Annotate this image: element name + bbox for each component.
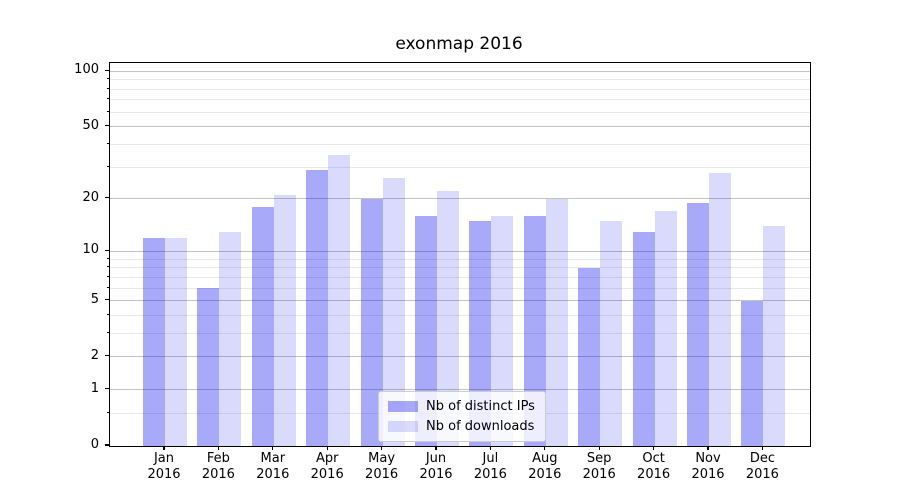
xtick-month: Jul xyxy=(482,451,499,466)
legend-swatch-downloads xyxy=(388,421,418,432)
bar-ips-aug xyxy=(523,216,546,446)
xtick-label-dec: Dec 2016 xyxy=(722,451,802,483)
gridline-minor-30 xyxy=(110,166,810,168)
xtick-month: May xyxy=(368,451,396,466)
bar-downloads-oct xyxy=(654,211,677,446)
xtick-label-jan: Jan 2016 xyxy=(124,451,204,483)
bar-ips-jun xyxy=(415,216,437,446)
bar-ips-apr xyxy=(306,169,329,446)
gridline-minor-60 xyxy=(110,111,810,113)
bar-downloads-dec xyxy=(763,226,786,446)
bar-ips-may xyxy=(360,198,383,446)
bar-ips-dec xyxy=(741,300,764,446)
gridline-major-50 xyxy=(110,126,810,128)
xtick-month: Jun xyxy=(425,451,447,466)
plot-canvas xyxy=(110,63,810,446)
xtick-year: 2016 xyxy=(310,467,344,482)
xtick-month: Oct xyxy=(642,451,665,466)
bar-ips-nov xyxy=(687,202,709,446)
legend-row-downloads: Nb of downloads xyxy=(388,419,535,434)
xtick-year: 2016 xyxy=(691,467,725,482)
xtick-label-jul: Jul 2016 xyxy=(450,451,530,483)
xtick-year: 2016 xyxy=(473,467,507,482)
xtick-year: 2016 xyxy=(201,467,235,482)
xtick-label-sep: Sep 2016 xyxy=(559,451,639,483)
gridline-minor-4 xyxy=(110,314,810,316)
xtick-month: Sep xyxy=(586,451,612,466)
xtick-month: Aug xyxy=(532,451,558,466)
xtick-month: Dec xyxy=(749,451,775,466)
xtick-year: 2016 xyxy=(365,467,399,482)
ytick-label-5: 5 xyxy=(90,291,99,307)
bar-downloads-nov xyxy=(709,172,731,446)
bar-downloads-sep xyxy=(600,220,623,446)
xtick-month: Jan xyxy=(153,451,175,466)
legend-row-ips: Nb of distinct IPs xyxy=(388,399,535,414)
legend-swatch-ips xyxy=(388,401,418,412)
gridline-minor-80 xyxy=(110,88,810,90)
legend-label-downloads: Nb of downloads xyxy=(426,419,535,434)
gridline-major-1 xyxy=(110,389,810,391)
xtick-year: 2016 xyxy=(745,467,779,482)
ytick-label-1: 1 xyxy=(90,380,99,396)
xtick-label-feb: Feb 2016 xyxy=(178,451,258,483)
xtick-month: Feb xyxy=(206,451,230,466)
bar-downloads-jun xyxy=(437,191,459,446)
bar-ips-feb xyxy=(197,288,220,446)
xtick-label-apr: Apr 2016 xyxy=(287,451,367,483)
gridline-minor-70 xyxy=(110,99,810,101)
gridline-major-10 xyxy=(110,250,810,252)
ytick-label-2: 2 xyxy=(90,347,99,363)
legend-label-ips: Nb of distinct IPs xyxy=(426,399,535,414)
xtick-label-oct: Oct 2016 xyxy=(614,451,694,483)
xtick-label-aug: Aug 2016 xyxy=(505,451,585,483)
gridline-minor-6 xyxy=(110,287,810,289)
bar-ips-jan xyxy=(143,237,165,446)
bar-downloads-apr xyxy=(328,155,351,446)
xtick-label-may: May 2016 xyxy=(342,451,422,483)
bar-ips-oct xyxy=(632,231,655,446)
xtick-year: 2016 xyxy=(147,467,181,482)
xtick-label-mar: Mar 2016 xyxy=(233,451,313,483)
gridline-major-20 xyxy=(110,198,810,200)
bar-downloads-feb xyxy=(219,231,242,446)
ytick-label-0: 0 xyxy=(90,437,99,452)
xtick-month: Apr xyxy=(315,451,339,466)
ytick-label-10: 10 xyxy=(82,242,99,258)
gridline-minor-3 xyxy=(110,332,810,334)
gridline-minor-7 xyxy=(110,276,810,278)
xtick-year: 2016 xyxy=(637,467,671,482)
legend: Nb of distinct IPs Nb of downloads xyxy=(378,391,546,442)
bar-ips-sep xyxy=(578,267,601,446)
bar-ips-jul xyxy=(469,220,492,446)
bar-downloads-may xyxy=(382,178,405,446)
xtick-label-jun: Jun 2016 xyxy=(396,451,476,483)
gridline-major-2 xyxy=(110,356,810,358)
xtick-label-nov: Nov 2016 xyxy=(668,451,748,483)
bar-downloads-jan xyxy=(165,237,187,446)
gridline-minor-9 xyxy=(110,258,810,260)
bar-downloads-aug xyxy=(545,198,568,446)
gridline-major-5 xyxy=(110,300,810,302)
xtick-month: Nov xyxy=(695,451,721,466)
xtick-month: Mar xyxy=(260,451,286,466)
ytick-label-50: 50 xyxy=(82,117,99,133)
xtick-year: 2016 xyxy=(528,467,562,482)
ytick-label-100: 100 xyxy=(74,62,99,78)
gridline-minor-40 xyxy=(110,144,810,146)
ytick-label-20: 20 xyxy=(82,189,99,205)
chart-title: exonmap 2016 xyxy=(395,34,523,54)
xtick-year: 2016 xyxy=(419,467,453,482)
plot-area xyxy=(109,62,811,447)
bar-ips-mar xyxy=(251,207,274,446)
xtick-year: 2016 xyxy=(582,467,616,482)
gridline-minor-8 xyxy=(110,267,810,269)
bar-downloads-mar xyxy=(273,195,296,446)
xtick-year: 2016 xyxy=(256,467,290,482)
bar-downloads-jul xyxy=(491,216,514,446)
gridline-major-100 xyxy=(110,70,810,72)
gridline-minor-90 xyxy=(110,79,810,81)
